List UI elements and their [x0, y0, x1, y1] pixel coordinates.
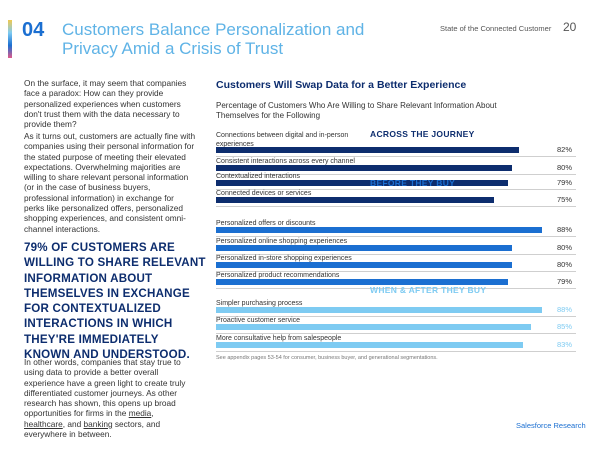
text: In other words, companies that stay true…: [24, 357, 186, 419]
value-label: 88%: [557, 225, 573, 234]
link[interactable]: healthcare: [24, 418, 63, 429]
value-label: 79%: [557, 178, 573, 187]
divider: [216, 174, 576, 175]
group-heading: BEFORE THEY BUY: [370, 178, 456, 188]
section-number: 04: [22, 19, 45, 41]
link[interactable]: media: [128, 408, 152, 419]
chart-title: Customers Will Swap Data for a Better Ex…: [216, 79, 467, 91]
bar: [216, 307, 542, 313]
value-label: 79%: [557, 277, 573, 286]
text: sectors, and everywhere in between.: [24, 418, 161, 440]
chart-note: See appendix pages 53-54 for consumer, b…: [216, 355, 438, 361]
group-heading: WHEN & AFTER THEY BUY: [370, 285, 487, 295]
bar: [216, 324, 531, 330]
text: , and: [62, 418, 84, 429]
category-label: More consultative help from salespeople: [216, 335, 342, 342]
bar: [216, 147, 520, 153]
footer: Salesforce Research: [516, 421, 586, 430]
group-heading: ACROSS THE JOURNEY: [370, 129, 475, 139]
divider: [216, 156, 576, 157]
value-label: 75%: [557, 195, 573, 204]
bar: [216, 227, 542, 233]
divider: [216, 271, 576, 272]
bar: [216, 245, 512, 251]
category-label: Personalized offers or discounts: [216, 220, 316, 227]
value-label: 82%: [557, 145, 573, 154]
divider: [216, 254, 576, 255]
bar: [216, 180, 509, 186]
page-title: Customers Balance Personalization and Pr…: [62, 20, 365, 58]
value-label: 80%: [557, 243, 573, 252]
bar: [216, 342, 524, 348]
value-label: 80%: [557, 163, 573, 172]
bar: [216, 279, 509, 285]
category-label: Personalized online shopping experiences: [216, 238, 348, 245]
category-label: Contextualized interactions: [216, 173, 301, 180]
divider: [216, 316, 576, 317]
category-label: Simpler purchasing process: [216, 300, 303, 307]
value-label: 80%: [557, 260, 573, 269]
bar: [216, 197, 494, 203]
category-label: Personalized product recommendations: [216, 272, 340, 279]
divider: [216, 236, 576, 237]
category-label: Consistent interactions across every cha…: [216, 158, 355, 165]
category-label: Connections between digital and in-perso…: [216, 132, 349, 148]
text: ,: [151, 408, 154, 419]
divider: [216, 351, 576, 352]
divider: [216, 206, 576, 207]
chart-subtitle: Percentage of Customers Who Are Willing …: [216, 101, 497, 120]
category-label: Proactive customer service: [216, 317, 301, 324]
paragraph: On the surface, it may seem that compani…: [24, 78, 187, 130]
accent-stripe: [8, 20, 12, 58]
bar: [216, 262, 512, 268]
divider: [216, 189, 576, 190]
divider: [216, 333, 576, 334]
link[interactable]: banking: [83, 418, 113, 429]
report-name: State of the Connected Customer: [440, 24, 552, 33]
page-number: 20: [563, 20, 577, 34]
bar: [216, 165, 512, 171]
category-label: Personalized in-store shopping experienc…: [216, 255, 352, 262]
pull-quote: 79% OF CUSTOMERS ARE WILLING TO SHARE RE…: [24, 241, 206, 362]
category-label: Connected devices or services: [216, 190, 312, 197]
paragraph: As it turns out, customers are actually …: [24, 131, 196, 234]
divider: [216, 288, 576, 289]
paragraph: In other words, companies that stay true…: [24, 357, 196, 439]
value-label: 88%: [557, 305, 573, 314]
value-label: 83%: [557, 340, 573, 349]
value-label: 85%: [557, 322, 573, 331]
